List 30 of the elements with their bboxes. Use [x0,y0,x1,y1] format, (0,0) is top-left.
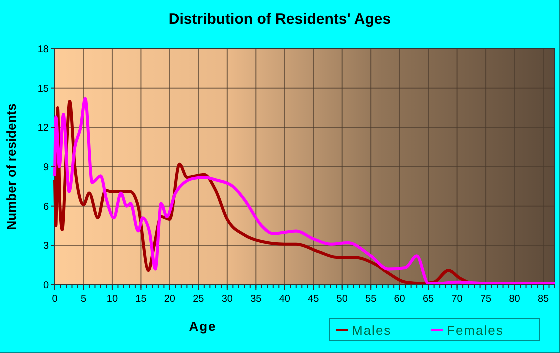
x-tick-label: 85 [538,294,550,305]
legend-label: Females [447,323,504,338]
x-tick-label: 80 [509,294,521,305]
x-tick-label: 0 [52,294,58,305]
x-tick-label: 70 [452,294,464,305]
x-tick-label: 30 [222,294,234,305]
x-tick-label: 5 [80,294,87,305]
x-tick-label: 35 [250,294,262,305]
x-tick-label: 25 [193,294,205,305]
x-tick-label: 40 [279,294,291,305]
x-tick-label: 15 [136,294,148,305]
legend-label: Males [352,323,392,338]
x-tick-label: 55 [366,294,378,305]
x-axis-title: Age [189,319,217,334]
y-tick-label: 0 [43,280,50,292]
x-tick-label: 45 [308,294,320,305]
x-tick-label: 60 [394,294,406,305]
y-tick-label: 12 [38,123,50,134]
y-tick-label: 6 [43,202,50,213]
y-tick-label: 15 [38,84,50,95]
y-axis-title: Number of residents [4,104,19,230]
y-tick-label: 3 [43,241,50,252]
x-tick-label: 50 [336,294,348,305]
y-tick-label: 18 [38,44,50,56]
x-tick-label: 65 [423,294,435,305]
chart-title: Distribution of Residents' Ages [168,11,392,28]
y-tick-label: 9 [43,162,50,174]
x-tick-label: 10 [106,294,118,305]
x-tick-label: 20 [164,294,176,305]
x-tick-label: 75 [480,294,492,305]
